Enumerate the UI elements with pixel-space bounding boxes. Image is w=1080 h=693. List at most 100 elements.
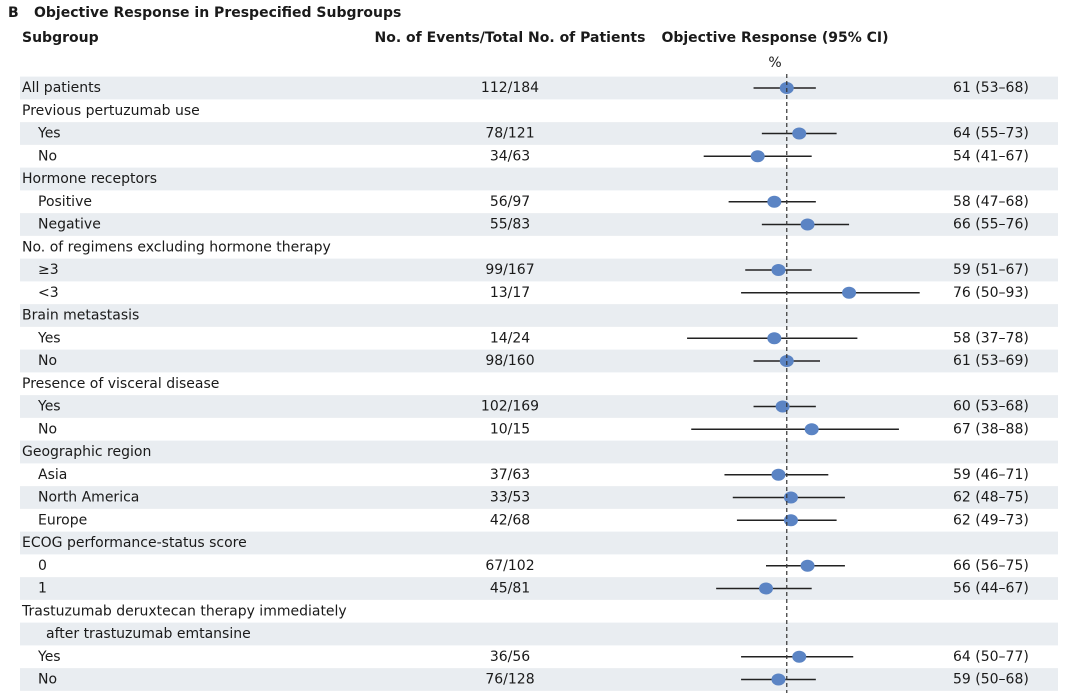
events: 13/17: [490, 285, 530, 301]
row-stripe: [20, 349, 1058, 373]
row-label: All patients: [22, 80, 101, 96]
events: 112/184: [481, 80, 539, 96]
point-estimate: [792, 650, 807, 663]
row-label: ≥3: [38, 262, 59, 278]
group-label: after trastuzumab emtansine: [46, 626, 251, 642]
events: 34/63: [490, 148, 530, 164]
column-header: Subgroup: [22, 30, 99, 46]
column-header: Objective Response (95% CI): [661, 30, 888, 46]
group-label: Presence of visceral disease: [22, 376, 219, 392]
row-label: No: [38, 672, 57, 688]
group-label: Previous pertuzumab use: [22, 103, 200, 119]
row-stripe: [20, 76, 1058, 100]
value-label: 62 (48–75): [953, 490, 1029, 506]
row-stripe: [20, 577, 1058, 600]
events: 98/160: [485, 353, 534, 369]
point-estimate: [783, 514, 798, 527]
row-stripe: [20, 486, 1058, 509]
chart-title: Objective Response in Prespecified Subgr…: [34, 5, 401, 21]
events: 99/167: [485, 262, 534, 278]
group-label: Trastuzumab deruxtecan therapy immediate…: [21, 603, 347, 619]
value-label: 64 (55–73): [953, 126, 1029, 142]
row-stripe: [20, 668, 1058, 691]
group-label: Brain metastasis: [22, 308, 139, 324]
point-estimate: [771, 673, 786, 686]
row-label: 0: [38, 558, 47, 574]
value-label: 58 (37–78): [953, 330, 1029, 346]
row-label: No: [38, 353, 57, 369]
events: 56/97: [490, 194, 530, 210]
point-estimate: [804, 423, 819, 436]
value-label: 56 (44–67): [953, 581, 1029, 597]
value-label: 76 (50–93): [953, 285, 1029, 301]
group-label: No. of regimens excluding hormone therap…: [22, 239, 331, 255]
value-label: 58 (47–68): [953, 194, 1029, 210]
value-label: 62 (49–73): [953, 512, 1029, 528]
value-label: 66 (56–75): [953, 558, 1029, 574]
column-header: No. of Events/Total No. of Patients: [375, 30, 646, 46]
events: 67/102: [485, 558, 534, 574]
point-estimate: [800, 218, 815, 231]
point-estimate: [800, 559, 815, 572]
row-stripe: [20, 258, 1058, 282]
row-stripe: [20, 395, 1058, 418]
row-label: Yes: [37, 649, 61, 665]
point-estimate: [771, 264, 786, 276]
value-label: 54 (41–67): [953, 148, 1029, 164]
events: 10/15: [490, 421, 530, 437]
events: 14/24: [490, 330, 530, 346]
value-label: 61 (53–68): [953, 80, 1029, 96]
row-stripe: [20, 304, 1058, 327]
row-stripe: [20, 167, 1058, 191]
point-estimate: [792, 127, 807, 140]
row-stripe: [20, 531, 1058, 555]
row-label: No: [38, 148, 57, 164]
point-estimate: [775, 400, 790, 413]
point-estimate: [783, 491, 798, 504]
row-label: Negative: [38, 217, 101, 233]
events: 36/56: [490, 649, 530, 665]
events: 55/83: [490, 217, 530, 233]
row-stripe: [20, 440, 1058, 464]
axis-unit: %: [768, 55, 781, 71]
row-label: Positive: [38, 194, 92, 210]
value-label: 59 (46–71): [953, 467, 1029, 483]
row-label: Yes: [37, 126, 61, 142]
point-estimate: [767, 332, 782, 345]
group-label: Geographic region: [22, 444, 151, 460]
row-stripe: [20, 622, 1058, 646]
point-estimate: [750, 150, 765, 163]
events: 102/169: [481, 399, 539, 415]
events: 45/81: [490, 581, 530, 597]
row-label: Asia: [38, 467, 67, 483]
point-estimate: [842, 286, 857, 299]
events: 33/53: [490, 490, 530, 506]
value-label: 60 (53–68): [953, 399, 1029, 415]
point-estimate: [771, 468, 786, 481]
group-label: ECOG performance-status score: [22, 535, 247, 551]
panel-label: B: [8, 5, 19, 21]
events: 42/68: [490, 512, 530, 528]
row-label: North America: [38, 490, 139, 506]
row-stripe: [20, 122, 1058, 145]
point-estimate: [759, 582, 773, 595]
point-estimate: [767, 195, 782, 208]
row-label: Yes: [37, 330, 61, 346]
row-label: No: [38, 421, 57, 437]
row-label: Yes: [37, 399, 61, 415]
row-label: <3: [38, 285, 59, 301]
value-label: 64 (50–77): [953, 649, 1029, 665]
value-label: 67 (38–88): [953, 421, 1029, 437]
row-label: 1: [38, 581, 47, 597]
row-label: Europe: [38, 512, 87, 528]
group-label: Hormone receptors: [22, 171, 157, 187]
events: 76/128: [485, 672, 534, 688]
row-stripe: [20, 213, 1058, 236]
value-label: 66 (55–76): [953, 217, 1029, 233]
events: 37/63: [490, 467, 530, 483]
value-label: 59 (50–68): [953, 672, 1029, 688]
value-label: 61 (53–69): [953, 353, 1029, 369]
events: 78/121: [485, 126, 534, 142]
